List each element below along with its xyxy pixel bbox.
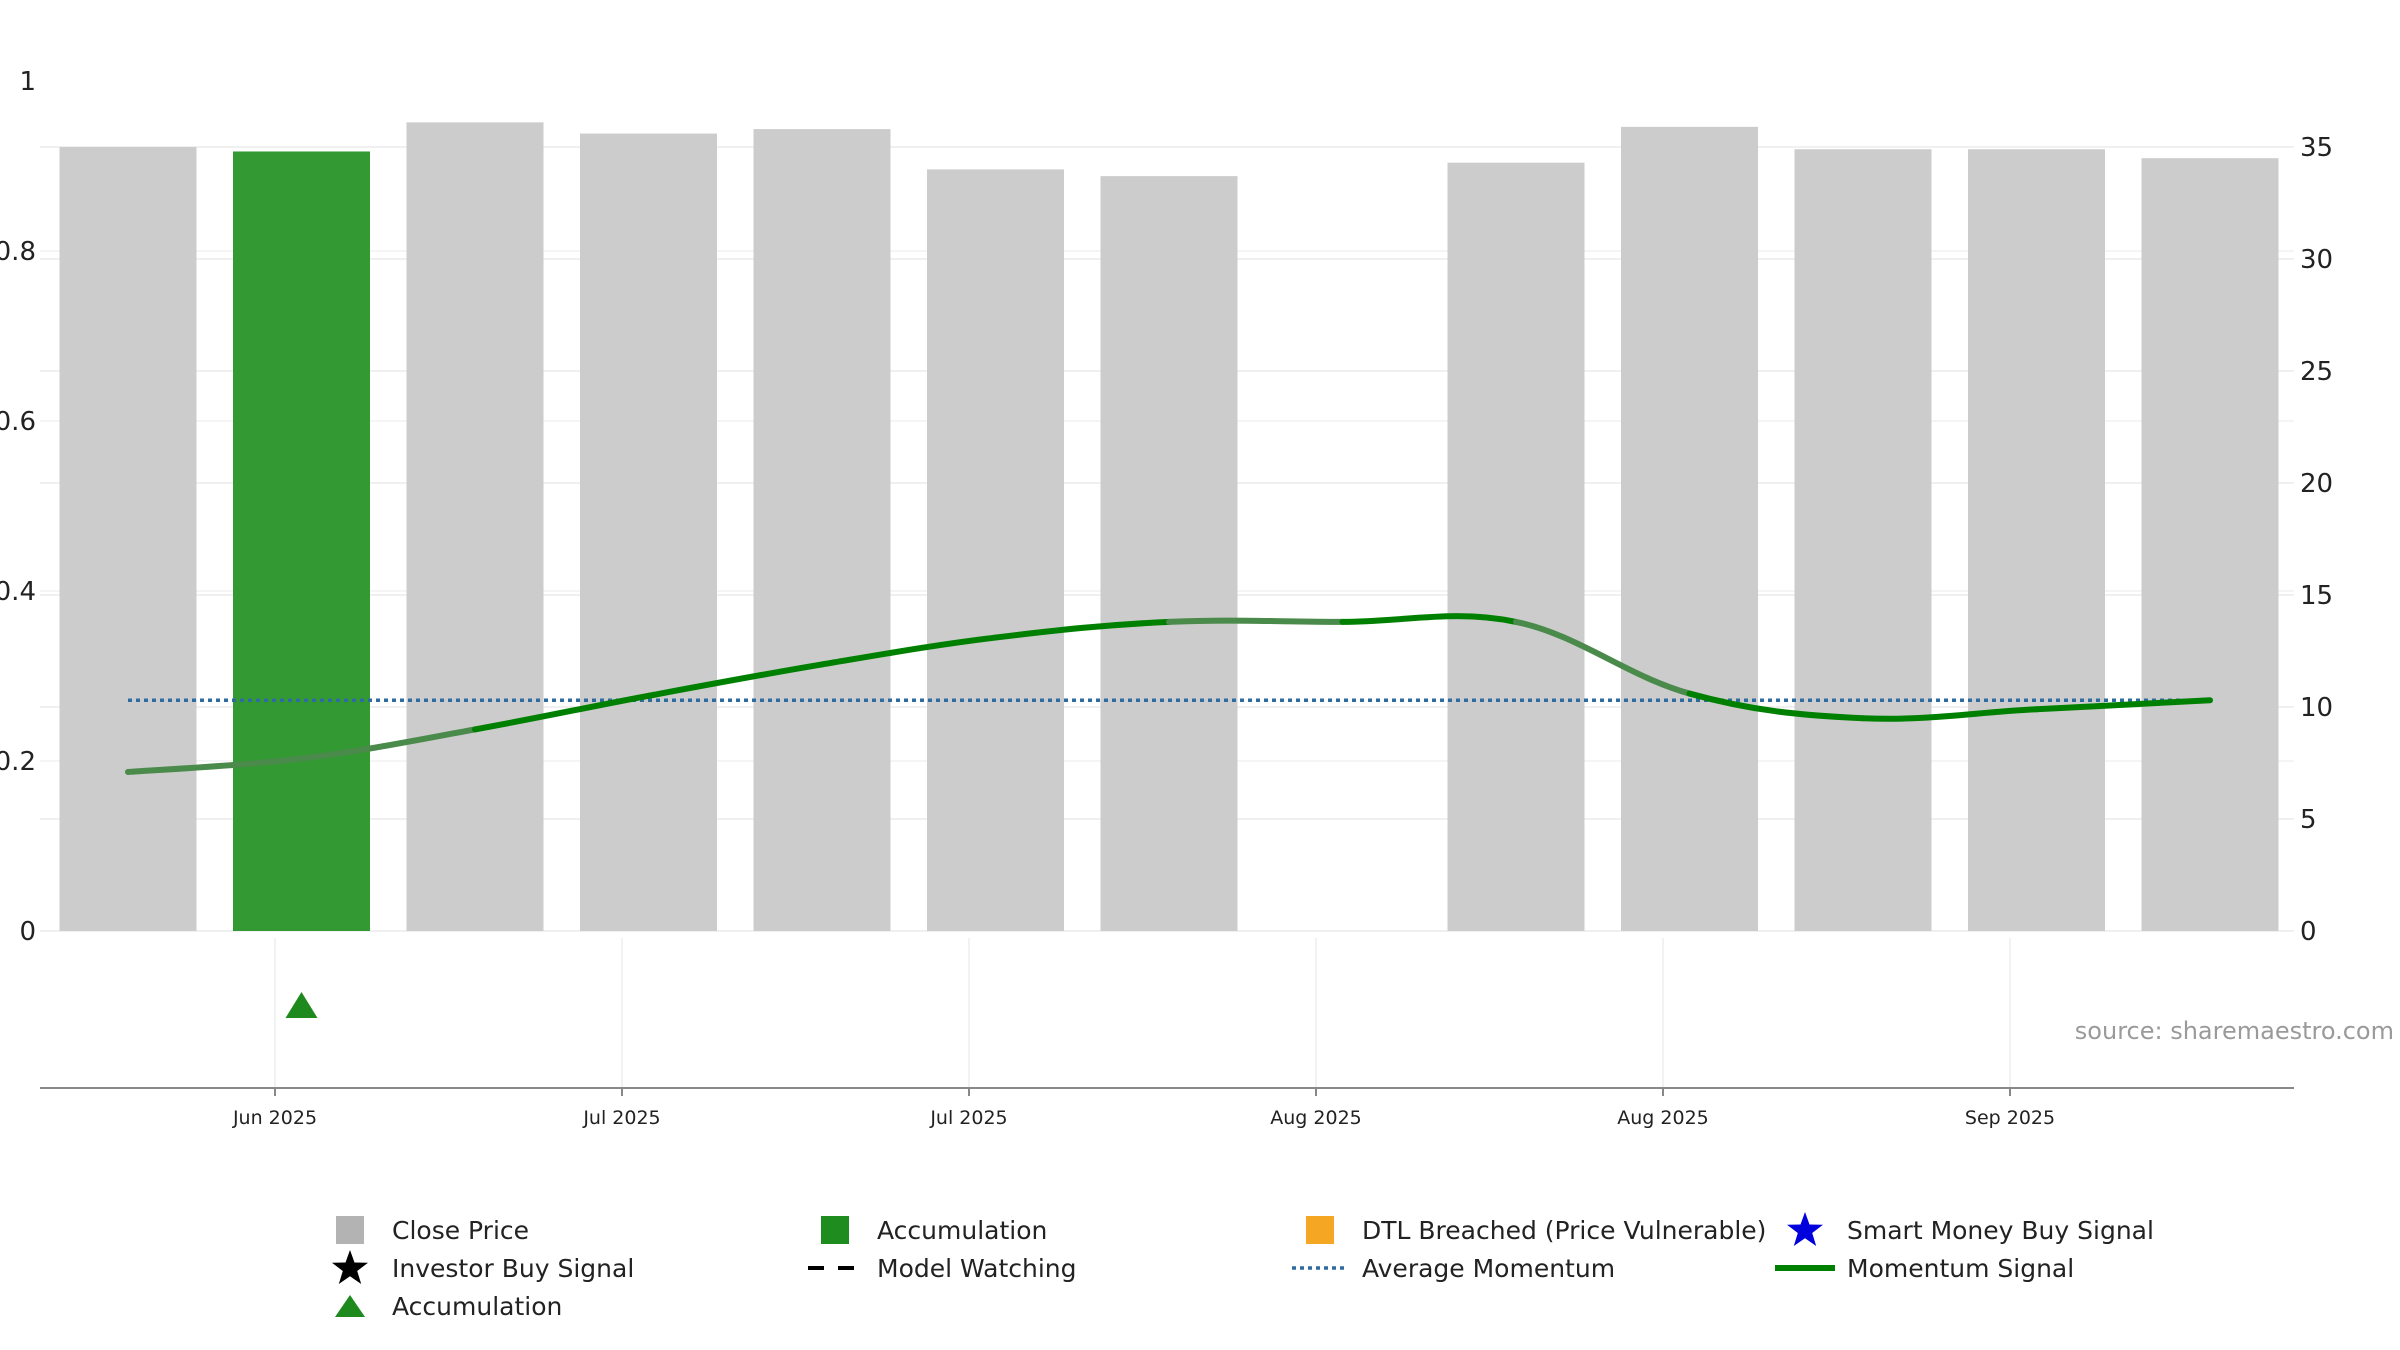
right-axis-tick-label: 20 — [2300, 469, 2333, 499]
legend-item-momentum-signal: Momentum Signal — [1775, 1250, 2074, 1286]
legend-label: Momentum Signal — [1847, 1253, 2075, 1283]
right-axis-tick-label: 5 — [2300, 805, 2317, 835]
square-icon — [1290, 1212, 1350, 1248]
legend-label: Accumulation — [877, 1215, 1048, 1245]
momentum-signal-segment — [298, 726, 478, 762]
momentum-signal-segment — [125, 755, 305, 775]
x-axis-tick-label: Jun 2025 — [232, 1107, 317, 1129]
dotted-line-icon — [1290, 1250, 1350, 1286]
left-axis-tick-label: 1 — [19, 67, 36, 97]
right-axis-tick-label: 25 — [2300, 357, 2333, 387]
legend-item-investor-buy: Investor Buy Signal — [320, 1250, 634, 1286]
right-axis-tick-label: 35 — [2300, 133, 2333, 163]
left-axis-tick-label: 0.6 — [0, 407, 36, 437]
square-icon — [805, 1212, 865, 1248]
right-axis-tick-label: 0 — [2300, 917, 2317, 947]
momentum-signal-segment — [645, 661, 825, 699]
right-axis-tick-label: 30 — [2300, 245, 2333, 275]
close-price-bar — [580, 133, 717, 931]
legend-label: Accumulation — [392, 1291, 563, 1321]
left-axis-tick-label: 0.2 — [0, 747, 36, 777]
legend-item-accumulation: Accumulation — [805, 1212, 1047, 1248]
close-price-bar — [59, 147, 197, 931]
close-price-bar — [1447, 162, 1585, 931]
dashed-line-icon — [805, 1250, 865, 1286]
momentum-signal-segment — [819, 634, 999, 668]
legend-item-dtl-breached: DTL Breached (Price Vulnerable) — [1290, 1212, 1766, 1248]
left-axis-tick-label: 0.4 — [0, 577, 36, 607]
star-icon — [320, 1250, 380, 1286]
momentum-signal-segment — [1339, 613, 1519, 625]
x-axis-tick-label: Aug 2025 — [1617, 1107, 1709, 1129]
momentum-signal-line-group — [125, 613, 2213, 775]
left-axis-tick-label: 0.8 — [0, 237, 36, 267]
legend-label: DTL Breached (Price Vulnerable) — [1362, 1215, 1767, 1245]
x-axis-tick-label: Aug 2025 — [1270, 1107, 1362, 1129]
triangle-icon — [320, 1288, 380, 1324]
close-price-bar — [406, 122, 544, 932]
close-price-bar — [753, 129, 891, 931]
momentum-signal-segment — [1860, 706, 2040, 722]
momentum-signal-segment — [472, 692, 652, 733]
legend-item-accumulation-marker: Accumulation — [320, 1288, 562, 1324]
legend-label: Average Momentum — [1362, 1253, 1616, 1283]
legend-item-model-watching: Model Watching — [805, 1250, 1077, 1286]
line-icon — [1775, 1250, 1835, 1286]
close-price-bar — [927, 169, 1064, 931]
x-axis-tick-label: Jul 2025 — [929, 1107, 1007, 1129]
legend-label: Close Price — [392, 1215, 530, 1245]
left-axis-tick-label: 0 — [19, 917, 36, 947]
momentum-signal-segment — [992, 618, 1172, 641]
close-price-bar — [1100, 176, 1238, 931]
legend-item-average-momentum: Average Momentum — [1290, 1250, 1615, 1286]
legend-item-smart-money-buy: Smart Money Buy Signal — [1775, 1212, 2154, 1248]
right-axis-tick-label: 15 — [2300, 581, 2333, 611]
star-icon — [1775, 1212, 1835, 1248]
close-price-bar — [2141, 158, 2279, 931]
legend-item-close-price: Close Price — [320, 1212, 529, 1248]
accumulation-markers — [285, 992, 318, 1018]
close-price-bar — [1968, 149, 2105, 932]
momentum-signal-segment — [1686, 690, 1866, 722]
momentum-signal-segment — [1513, 618, 1693, 697]
square-icon — [320, 1212, 380, 1248]
close-price-bars — [59, 122, 2279, 932]
legend-label: Smart Money Buy Signal — [1847, 1215, 2154, 1245]
momentum-signal-segment — [2033, 697, 2213, 713]
x-axis-tick-label: Sep 2025 — [1965, 1107, 2055, 1129]
source-credit: source: sharemaestro.com — [2075, 1017, 2394, 1045]
accumulation-bar — [233, 151, 370, 932]
legend-label: Investor Buy Signal — [392, 1253, 635, 1283]
legend-label: Model Watching — [877, 1253, 1077, 1283]
accumulation-triangle-marker — [285, 992, 318, 1018]
momentum-signal-segment — [1166, 617, 1346, 625]
right-axis-tick-label: 10 — [2300, 693, 2333, 723]
close-price-bar — [1794, 149, 1932, 932]
close-price-bar — [1621, 126, 1758, 932]
x-axis-tick-label: Jul 2025 — [582, 1107, 660, 1129]
legend: Close Price Accumulation DTL Breached (P… — [320, 1212, 2200, 1332]
